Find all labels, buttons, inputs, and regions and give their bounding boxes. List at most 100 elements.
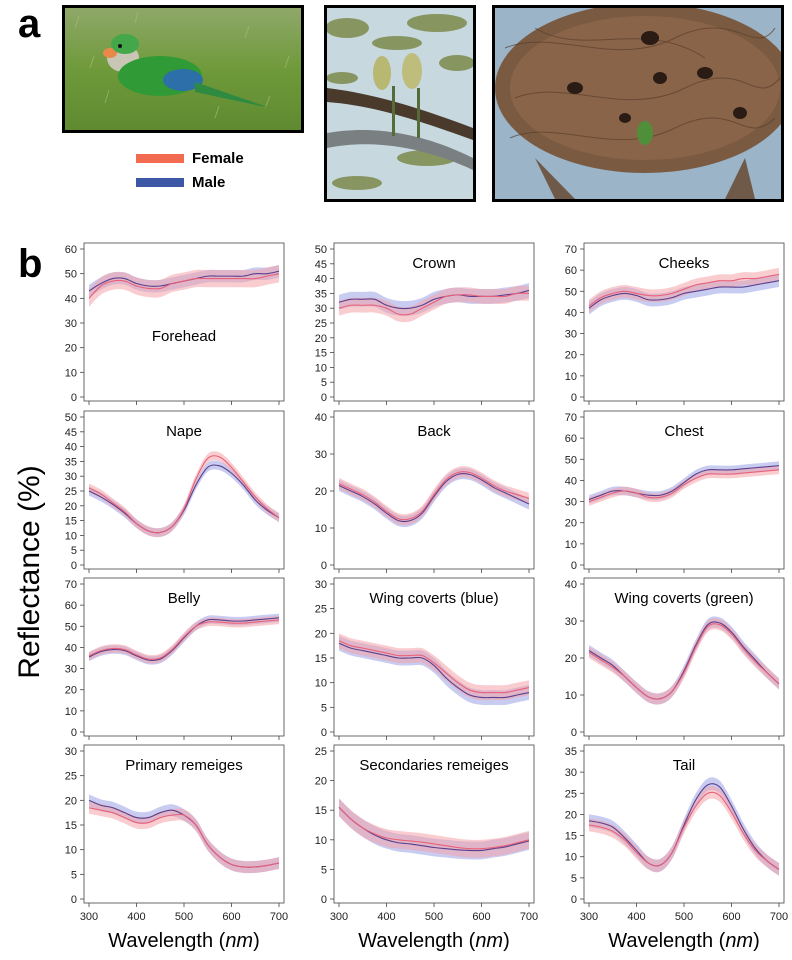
- band-female: [89, 615, 279, 664]
- y-tick-label: 30: [65, 664, 77, 676]
- y-tick-label: 20: [315, 776, 327, 788]
- band-female: [589, 618, 779, 705]
- y-tick-label: 10: [65, 845, 77, 857]
- panel-b-label: b: [18, 242, 43, 286]
- y-tick-label: 0: [71, 392, 77, 404]
- chart-title: Belly: [168, 590, 201, 607]
- chart-title: Crown: [412, 255, 455, 272]
- y-tick-label: 10: [565, 539, 577, 551]
- y-tick-label: 60: [65, 600, 77, 612]
- band-female: [589, 465, 779, 506]
- chart-crown: 0 5 10 15 20 25 30 35 40 45 50 Crown: [315, 242, 535, 405]
- x-tick-label: 300: [580, 911, 598, 923]
- y-tick-label: 25: [65, 486, 77, 498]
- line-female: [588, 469, 780, 503]
- y-tick-label: 40: [565, 579, 577, 591]
- y-tick-label: 30: [65, 471, 77, 483]
- chart-back: 0 10 20 30 40 Back: [315, 410, 535, 573]
- chart-title: Primary remeiges: [125, 757, 243, 774]
- y-tick-label: 5: [71, 545, 77, 557]
- y-tick-label: 15: [65, 820, 77, 832]
- y-tick-label: 10: [315, 523, 327, 535]
- line-female: [588, 273, 780, 307]
- y-tick-label: 15: [65, 516, 77, 528]
- y-tick-label: 30: [65, 746, 77, 758]
- chart-title: Wing coverts (green): [614, 590, 753, 607]
- y-tick-label: 30: [315, 449, 327, 461]
- y-tick-label: 50: [65, 412, 77, 424]
- x-tick-label: 600: [472, 911, 490, 923]
- line-female: [338, 292, 530, 316]
- band-female: [89, 801, 279, 874]
- plot-frame: [83, 242, 285, 402]
- x-tick-label: 600: [722, 911, 740, 923]
- y-tick-label: 15: [315, 348, 327, 360]
- y-tick-label: 0: [571, 727, 577, 739]
- y-tick-label: 0: [321, 894, 327, 906]
- chart-title: Back: [417, 423, 451, 440]
- y-tick-label: 15: [565, 831, 577, 843]
- x-tick-label: 600: [222, 911, 240, 923]
- y-tick-label: 10: [565, 690, 577, 702]
- chart-title: Wing coverts (blue): [369, 590, 498, 607]
- band-female: [339, 798, 529, 858]
- y-tick-label: 25: [315, 746, 327, 758]
- chart-title: Secondaries remeiges: [359, 757, 508, 774]
- y-tick-label: 0: [571, 894, 577, 906]
- y-tick-label: 10: [65, 530, 77, 542]
- y-tick-label: 30: [565, 767, 577, 779]
- y-tick-label: 45: [315, 259, 327, 271]
- y-tick-label: 35: [65, 456, 77, 468]
- line-male: [88, 617, 280, 661]
- y-tick-label: 25: [315, 604, 327, 616]
- photo-parakeet-on-grass: [62, 5, 304, 133]
- chart-title: Forehead: [152, 328, 216, 345]
- x-tick-label: 300: [80, 911, 98, 923]
- legend-swatch-female: [136, 153, 184, 163]
- legend-label-male: Male: [192, 173, 226, 191]
- y-tick-label: 20: [315, 333, 327, 345]
- y-tick-label: 15: [315, 805, 327, 817]
- chart-primary-remeiges: 0 5 10 15 20 25 30 300 400 500 600 700 Primary remei…: [65, 744, 288, 923]
- x-tick-label: 700: [270, 911, 288, 923]
- parakeet-grass-image: [65, 8, 301, 130]
- chart-cheeks: 0 10 20 30 40 50 60 70 Cheeks: [565, 242, 785, 405]
- chart-title: Tail: [673, 757, 696, 774]
- parakeets-branch-image: [327, 8, 473, 199]
- y-tick-label: 10: [65, 367, 77, 379]
- chart-belly: 0 10 20 30 40 50 60 70 Belly: [65, 577, 285, 740]
- y-tick-label: 50: [65, 621, 77, 633]
- line-female: [88, 619, 280, 660]
- y-tick-label: 35: [315, 288, 327, 300]
- chart-title: Chest: [664, 423, 704, 440]
- line-male: [588, 465, 780, 500]
- y-tick-label: 25: [65, 771, 77, 783]
- y-tick-label: 0: [71, 560, 77, 572]
- chart-forehead: 0 10 20 30 40 50 60 Forehead: [65, 242, 285, 405]
- line-female: [88, 273, 280, 299]
- y-tick-label: 0: [571, 392, 577, 404]
- y-tick-label: 35: [565, 746, 577, 758]
- x-axis-title-col1: Wavelength (nm): [108, 930, 260, 952]
- y-tick-label: 40: [565, 475, 577, 487]
- x-axis-title-col3: Wavelength (nm): [608, 930, 760, 952]
- photo-communal-nest: [492, 5, 784, 202]
- y-tick-label: 20: [65, 343, 77, 355]
- y-tick-label: 10: [565, 371, 577, 383]
- y-tick-label: 10: [315, 678, 327, 690]
- line-male: [338, 642, 530, 699]
- y-tick-label: 0: [71, 894, 77, 906]
- x-tick-label: 300: [330, 911, 348, 923]
- chart-wing-coverts-blue: 0 5 10 15 20 25 30 Wing coverts (blue): [315, 577, 535, 740]
- legend-swatch-male: [136, 177, 184, 187]
- y-tick-label: 20: [65, 795, 77, 807]
- y-tick-label: 0: [321, 727, 327, 739]
- x-tick-label: 500: [425, 911, 443, 923]
- y-tick-label: 20: [315, 628, 327, 640]
- legend: Female Male: [136, 146, 244, 194]
- line-male: [338, 472, 530, 523]
- chart-title: Cheeks: [659, 255, 710, 272]
- chart-chest: 0 10 20 30 40 50 60 70 Chest: [565, 410, 785, 573]
- line-female: [338, 806, 530, 850]
